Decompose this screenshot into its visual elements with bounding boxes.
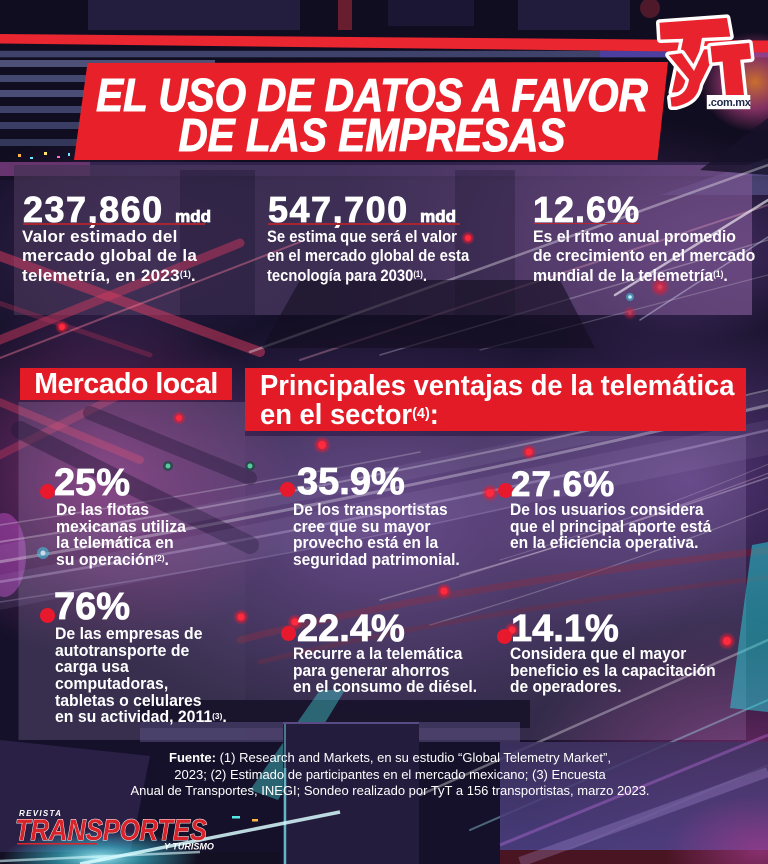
svg-text:.com.mx: .com.mx: [708, 97, 752, 109]
svg-text:TRANSPORTES: TRANSPORTES: [15, 814, 207, 847]
svg-text:Y TURISMO: Y TURISMO: [164, 842, 214, 852]
